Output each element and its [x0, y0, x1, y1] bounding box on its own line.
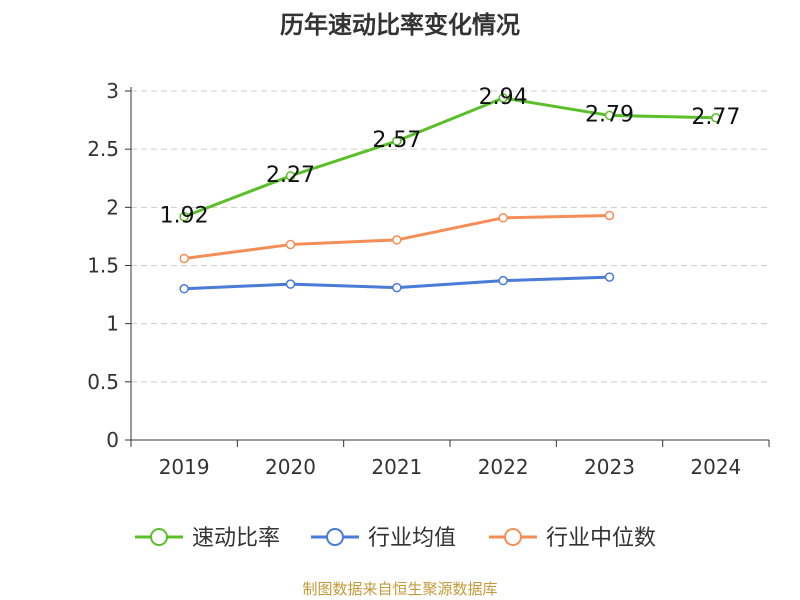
x-tick-label: 2020 [265, 455, 316, 479]
y-tick-label: 3 [106, 79, 119, 103]
x-tick-label: 2023 [584, 455, 635, 479]
legend-swatch-marker [326, 528, 344, 546]
x-tick-label: 2021 [371, 455, 422, 479]
series-0: 1.92 2.27 2.57 2.94 2.79 2.77 [160, 85, 741, 229]
series-layer: 1.92 2.27 2.57 2.94 2.79 2.77 [160, 85, 741, 294]
legend-swatch-marker [504, 528, 522, 546]
y-tick-label: 0.5 [87, 370, 119, 394]
data-point[interactable] [392, 235, 402, 245]
x-tick-label: 2024 [690, 455, 741, 479]
data-label: 2.79 [585, 102, 634, 127]
grid-layer [131, 90, 769, 383]
series-line [183, 96, 716, 219]
legend[interactable]: 速动比率 行业均值 行业中位数 [135, 526, 656, 551]
data-point[interactable] [498, 275, 508, 286]
data-label: 2.94 [479, 85, 528, 110]
data-point[interactable] [498, 213, 508, 223]
legend-item[interactable]: 行业中位数 [489, 526, 656, 551]
data-point[interactable] [498, 93, 508, 103]
data-point[interactable] [604, 110, 615, 121]
y-tick-label: 2 [106, 195, 119, 219]
axes: 0 0.5 1 1.5 2 2.5 3 2019 2020 2021 2022 2023 2024 [87, 79, 770, 479]
y-tick-label: 0 [106, 428, 119, 452]
data-point[interactable] [285, 279, 296, 289]
legend-item[interactable]: 行业均值 [311, 526, 456, 551]
data-label: 1.92 [160, 204, 209, 229]
y-tick-label: 1 [106, 312, 119, 336]
data-point[interactable] [392, 136, 402, 146]
y-tick-label: 1.5 [87, 254, 119, 278]
data-label: 2.27 [266, 163, 315, 188]
data-point[interactable] [604, 272, 615, 282]
data-point[interactable] [285, 171, 296, 181]
data-point[interactable] [392, 282, 402, 293]
source-note: 制图数据来自恒生聚源数据库 [302, 580, 497, 598]
legend-label: 速动比率 [192, 526, 280, 551]
series-1 [179, 272, 615, 294]
x-tick-label: 2022 [478, 455, 529, 479]
series-2 [179, 210, 615, 264]
data-point[interactable] [179, 253, 189, 264]
chart-title: 历年速动比率变化情况 [280, 11, 520, 39]
data-label: 2.77 [691, 105, 740, 130]
legend-swatch-marker [150, 528, 168, 546]
data-point[interactable] [604, 210, 615, 221]
y-tick-label: 2.5 [87, 137, 119, 161]
legend-label: 行业均值 [368, 526, 456, 551]
data-point[interactable] [711, 113, 721, 123]
data-point[interactable] [179, 284, 189, 294]
legend-item[interactable]: 速动比率 [135, 526, 280, 551]
data-point[interactable] [179, 211, 189, 222]
legend-label: 行业中位数 [546, 526, 656, 551]
data-point[interactable] [285, 239, 296, 250]
data-label: 2.57 [372, 128, 421, 153]
x-tick-label: 2019 [159, 455, 210, 479]
